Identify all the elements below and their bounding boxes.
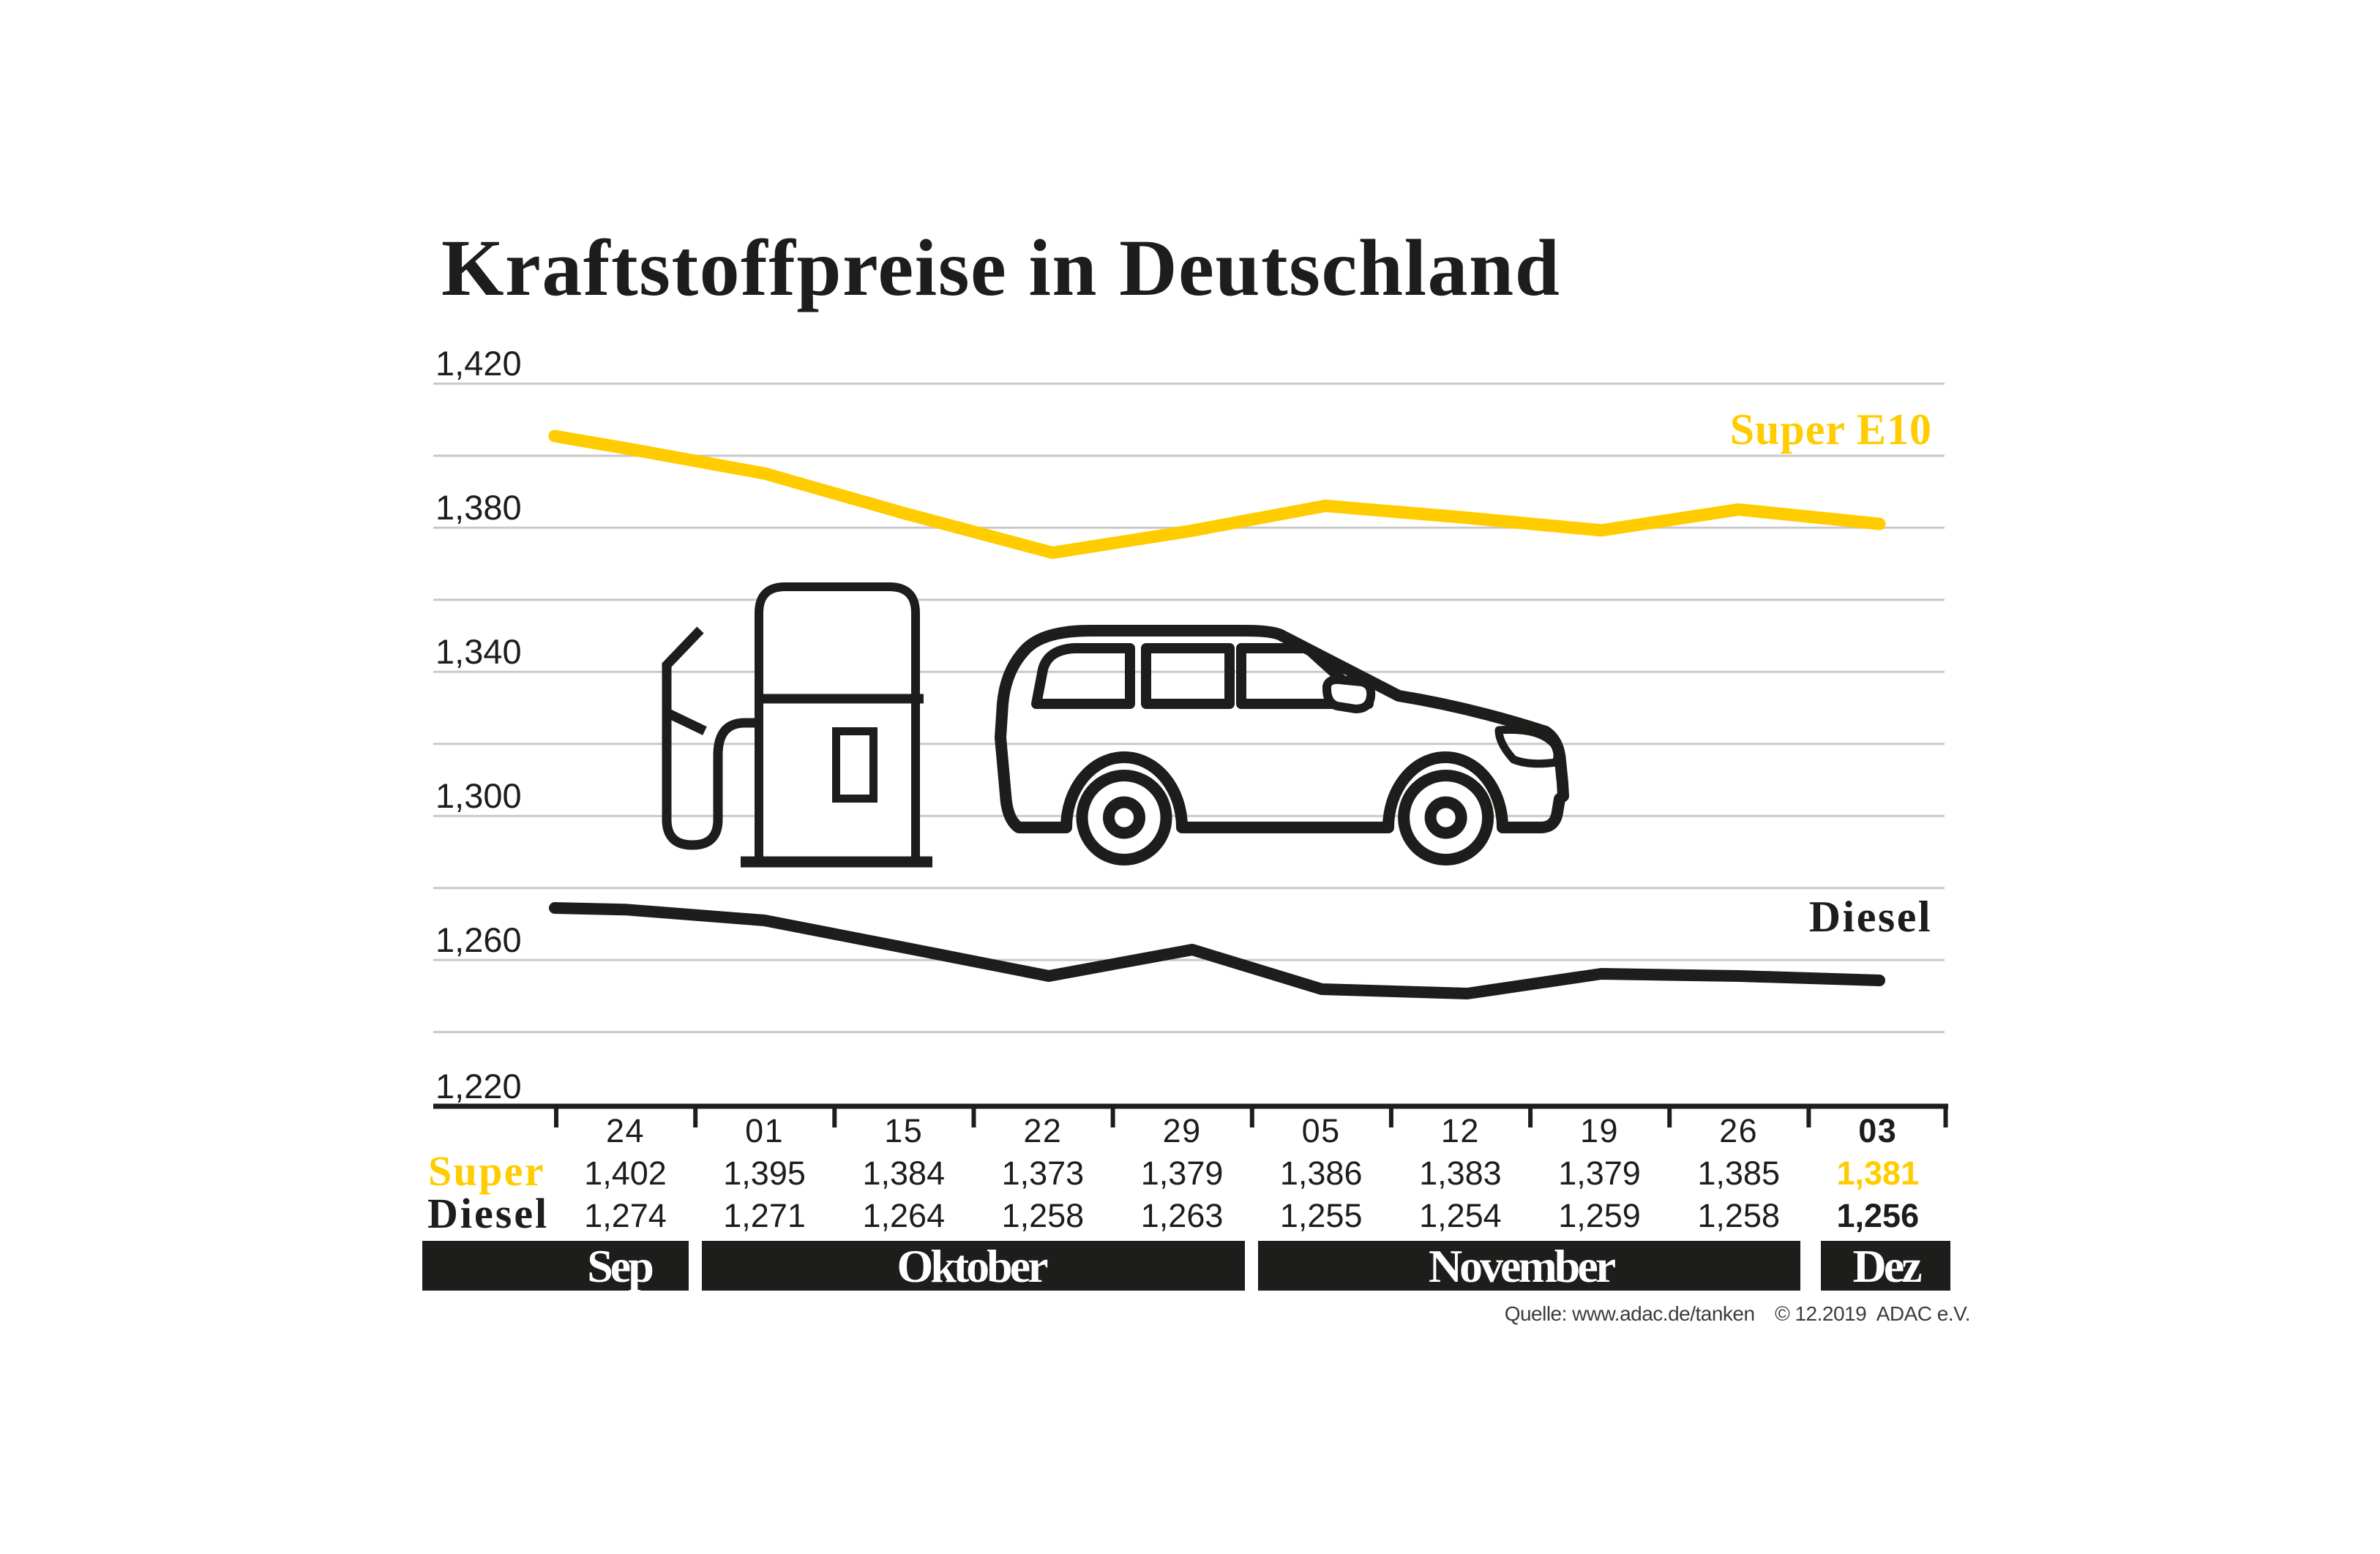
svg-text:1,384: 1,384: [862, 1155, 945, 1192]
svg-text:Kraftstoffpreise in Deutschlan: Kraftstoffpreise in Deutschland: [441, 223, 1560, 312]
svg-text:1,383: 1,383: [1419, 1155, 1502, 1192]
svg-text:1,260: 1,260: [435, 920, 522, 959]
svg-text:1,385: 1,385: [1697, 1155, 1780, 1192]
svg-text:Super: Super: [428, 1147, 545, 1195]
svg-text:1,381: 1,381: [1836, 1155, 1919, 1192]
svg-text:26: 26: [1719, 1112, 1758, 1149]
svg-text:Quelle: www.adac.de/tanken © 1: Quelle: www.adac.de/tanken © 12.2019 ADA…: [1505, 1302, 1970, 1325]
svg-text:Diesel: Diesel: [427, 1190, 549, 1237]
svg-text:1,256: 1,256: [1836, 1197, 1919, 1234]
svg-text:Oktober: Oktober: [897, 1240, 1048, 1292]
svg-text:1,420: 1,420: [435, 344, 522, 383]
svg-text:1,379: 1,379: [1558, 1155, 1641, 1192]
svg-text:1,379: 1,379: [1141, 1155, 1224, 1192]
svg-text:01: 01: [745, 1112, 784, 1149]
svg-text:1,386: 1,386: [1280, 1155, 1363, 1192]
svg-text:1,274: 1,274: [584, 1197, 667, 1234]
svg-text:Dez: Dez: [1852, 1240, 1921, 1292]
svg-text:1,373: 1,373: [1002, 1155, 1085, 1192]
svg-text:1,380: 1,380: [435, 488, 522, 527]
svg-text:03: 03: [1858, 1112, 1897, 1149]
svg-text:1,255: 1,255: [1280, 1197, 1363, 1234]
svg-text:1,402: 1,402: [584, 1155, 667, 1192]
svg-text:November: November: [1429, 1240, 1616, 1292]
svg-text:1,340: 1,340: [435, 632, 522, 671]
svg-text:24: 24: [606, 1112, 645, 1149]
svg-text:1,271: 1,271: [723, 1197, 806, 1234]
svg-text:1,395: 1,395: [723, 1155, 806, 1192]
svg-text:29: 29: [1163, 1112, 1202, 1149]
svg-text:22: 22: [1023, 1112, 1062, 1149]
svg-text:1,254: 1,254: [1419, 1197, 1502, 1234]
svg-text:1,263: 1,263: [1141, 1197, 1224, 1234]
svg-text:1,264: 1,264: [862, 1197, 945, 1234]
svg-text:1,300: 1,300: [435, 776, 522, 815]
svg-text:1,258: 1,258: [1002, 1197, 1085, 1234]
svg-text:1,259: 1,259: [1558, 1197, 1641, 1234]
svg-text:Sep: Sep: [587, 1240, 652, 1292]
svg-text:1,258: 1,258: [1697, 1197, 1780, 1234]
svg-text:1,220: 1,220: [435, 1067, 522, 1106]
svg-text:Diesel: Diesel: [1809, 893, 1932, 941]
svg-text:15: 15: [884, 1112, 923, 1149]
svg-text:05: 05: [1302, 1112, 1341, 1149]
svg-text:19: 19: [1580, 1112, 1619, 1149]
svg-text:Super E10: Super E10: [1730, 405, 1932, 454]
svg-text:12: 12: [1441, 1112, 1480, 1149]
